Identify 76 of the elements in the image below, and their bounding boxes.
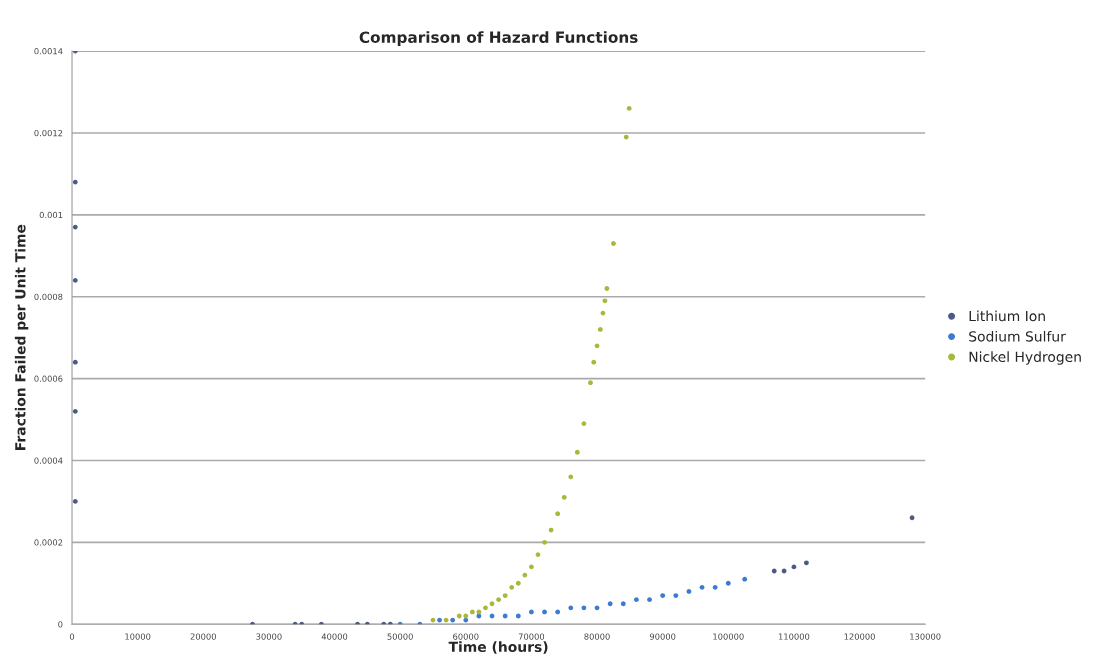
point xyxy=(515,613,521,619)
legend-label: Sodium Sulfur xyxy=(969,330,1066,342)
point xyxy=(771,568,777,574)
x-tick-label: 70000 xyxy=(518,633,545,640)
point xyxy=(502,593,508,598)
point xyxy=(463,617,469,623)
y-tick-label: 0.0002 xyxy=(34,539,63,546)
point xyxy=(568,474,574,480)
point xyxy=(591,359,597,365)
point xyxy=(509,584,515,590)
point xyxy=(620,601,626,607)
point xyxy=(515,580,521,586)
x-tick-label: 130000 xyxy=(910,633,941,640)
y-tick-label: 0.0004 xyxy=(34,457,63,464)
point xyxy=(597,327,603,332)
point xyxy=(561,494,567,500)
x-tick-label: 110000 xyxy=(778,633,810,640)
x-tick-label: 10000 xyxy=(125,633,151,640)
point xyxy=(72,499,78,504)
x-tick-label: 60000 xyxy=(453,633,479,640)
x-tick-label: 30000 xyxy=(256,633,282,640)
y-tick-label: 0.001 xyxy=(39,211,63,219)
point xyxy=(602,298,608,304)
x-tick-label: 120000 xyxy=(844,633,875,640)
point xyxy=(456,613,462,619)
point xyxy=(72,277,78,283)
point xyxy=(529,564,534,570)
point xyxy=(660,593,666,598)
point xyxy=(542,539,547,545)
point xyxy=(574,449,580,455)
point xyxy=(742,576,748,582)
point xyxy=(725,580,731,586)
x-tick-label: 0 xyxy=(69,633,75,640)
x-tick-label: 80000 xyxy=(584,633,610,640)
y-tick-label: 0.0012 xyxy=(34,129,63,137)
point xyxy=(496,597,502,603)
point xyxy=(607,601,613,607)
chart-title: Comparison of Hazard Functions xyxy=(359,31,638,46)
point xyxy=(588,380,593,386)
point xyxy=(611,241,616,246)
point xyxy=(469,609,475,615)
point xyxy=(909,515,915,521)
x-tick-label: 20000 xyxy=(190,633,216,640)
point xyxy=(634,597,639,603)
point xyxy=(72,359,78,365)
point xyxy=(555,511,561,517)
y-tick-label: 0.0014 xyxy=(34,48,63,55)
y-tick-label: 0 xyxy=(58,621,63,628)
x-axis-title: Time (hours) xyxy=(448,641,548,654)
point xyxy=(72,179,78,185)
point xyxy=(72,408,78,414)
point xyxy=(626,106,632,111)
x-tick-label: 40000 xyxy=(321,633,348,640)
point xyxy=(673,593,679,598)
point xyxy=(647,597,652,603)
x-tick-label: 100000 xyxy=(713,633,744,640)
x-tick-label: 90000 xyxy=(649,633,676,640)
legend-label: Lithium Ion xyxy=(969,310,1045,322)
y-tick-label: 0.0008 xyxy=(34,293,63,300)
legend-label: Nickel Hydrogen xyxy=(969,351,1081,365)
y-axis-title: Fraction Failed per Unit Time xyxy=(14,224,29,450)
point xyxy=(463,613,469,619)
point xyxy=(604,286,610,291)
x-tick-label: 50000 xyxy=(387,633,413,640)
point xyxy=(712,584,718,590)
point xyxy=(555,609,561,615)
point xyxy=(72,224,78,230)
point xyxy=(581,421,587,427)
point xyxy=(803,560,809,566)
point xyxy=(437,617,442,623)
point xyxy=(483,605,488,611)
y-tick-label: 0.0006 xyxy=(34,375,63,382)
point xyxy=(489,601,495,607)
point xyxy=(450,617,456,623)
point xyxy=(568,605,574,611)
point xyxy=(623,134,629,140)
